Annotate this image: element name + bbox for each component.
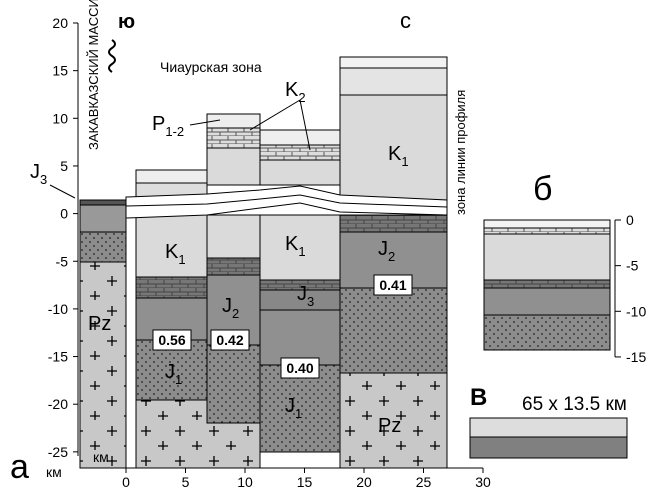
unit-label: J3 — [30, 161, 47, 187]
label: В — [470, 384, 487, 411]
unit-base: J — [165, 361, 175, 383]
unit-sub: 1 — [175, 372, 182, 387]
unit-sub: 1 — [401, 154, 408, 169]
label: б — [533, 170, 552, 208]
tick-label: -10 — [626, 303, 646, 319]
unit-base: J — [297, 283, 307, 305]
unit-sub: 2 — [232, 306, 239, 321]
density-label: 0.40 — [286, 360, 313, 376]
label: ЗАКАВКАЗСКИЙ МАССИВ — [86, 0, 101, 150]
axis-unit: км — [93, 449, 109, 465]
label: зона линии профиля — [453, 90, 468, 215]
tick-label: -5 — [626, 258, 639, 274]
tick-label: 0 — [60, 206, 68, 222]
tick-label: 5 — [60, 158, 68, 174]
unit-base: J — [378, 238, 388, 260]
unit-sub: 1 — [295, 406, 302, 421]
fault-symbol — [109, 40, 115, 72]
label: Чиаурская зона — [160, 59, 262, 75]
unit-base: J — [285, 395, 295, 417]
tick-label: -15 — [626, 349, 646, 365]
unit-sub: 3 — [307, 294, 314, 309]
label: ю — [118, 11, 135, 33]
unit-sub: 3 — [40, 172, 47, 187]
unit-base: Pz — [378, 415, 401, 437]
label: 65 x 13.5 км — [522, 394, 627, 415]
density-label: 0.56 — [158, 332, 185, 348]
unit-base: J — [30, 161, 40, 183]
inset-v — [470, 418, 627, 458]
density-label: 0.41 — [379, 277, 406, 293]
tick-label: -10 — [48, 301, 68, 317]
unit-base: J — [222, 295, 232, 317]
unit-label: P1-2 — [152, 113, 184, 139]
label: с — [400, 8, 411, 33]
tick-label: 15 — [297, 474, 313, 490]
tick-label: 20 — [356, 474, 372, 490]
unit-base: K — [165, 241, 179, 263]
tick-label: -20 — [48, 396, 68, 412]
unit-base: Pz — [88, 313, 111, 335]
unit-base: K — [285, 79, 299, 101]
tick-label: 25 — [416, 474, 432, 490]
unit-sub: 2 — [298, 90, 305, 105]
axis-unit: км — [46, 464, 62, 480]
tick-label: 15 — [52, 63, 68, 79]
tick-label: -15 — [48, 349, 68, 365]
geologic-section: ю с ЗАКАВКАЗСКИЙ МАССИВ Чиаурская зона з… — [0, 0, 654, 493]
leader — [50, 185, 75, 198]
unit-label: Pz — [378, 415, 401, 437]
unit-base: K — [388, 143, 402, 165]
unit-label: Pz — [88, 313, 111, 335]
inset-b — [484, 220, 615, 357]
tick-label: 0 — [122, 474, 130, 490]
unit-sub: 1-2 — [165, 124, 184, 139]
unit-sub: 1 — [298, 244, 305, 259]
unit-base: P — [152, 113, 165, 135]
tick-label: 0 — [626, 212, 634, 228]
tick-label: 30 — [475, 474, 491, 490]
tick-label: -25 — [48, 444, 68, 460]
density-label: 0.42 — [216, 332, 243, 348]
label: а — [10, 448, 29, 486]
unit-sub: 1 — [178, 252, 185, 267]
unit-sub: 2 — [388, 249, 395, 264]
unit-label: K2 — [285, 79, 306, 105]
tick-label: 10 — [237, 474, 253, 490]
unit-base: K — [285, 233, 299, 255]
tick-label: 10 — [52, 110, 68, 126]
tick-label: 5 — [182, 474, 190, 490]
tick-label: 20 — [52, 15, 68, 31]
tick-label: -5 — [56, 253, 69, 269]
